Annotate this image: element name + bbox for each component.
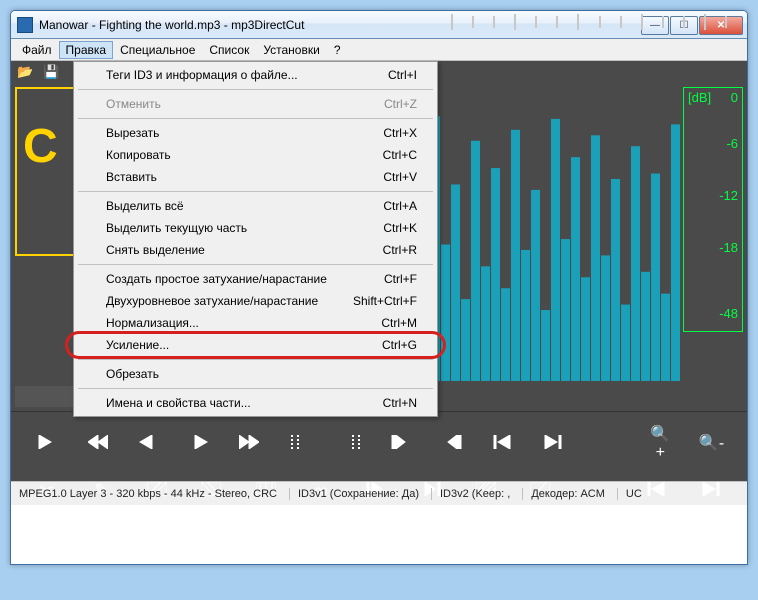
zoom-out-icon[interactable]: 🔍- [699,433,723,453]
open-icon[interactable]: 📂 [17,64,33,80]
menu-bar: ФайлПравкаСпециальноеСписокУстановки? [11,39,747,61]
prev-icon[interactable] [136,433,160,454]
left-panel: C [15,87,77,407]
menu-item-копировать[interactable]: КопироватьCtrl+C [76,144,435,166]
skip-back-icon[interactable] [490,433,514,454]
marker-dotted-l-icon[interactable] [288,433,312,454]
mark-out-icon[interactable] [440,433,464,454]
menu-item-теги-id3-и-информация-о-файле---[interactable]: Теги ID3 и информация о файле...Ctrl+I [76,64,435,86]
status-format: MPEG1.0 Layer 3 - 320 kbps - 44 kHz - St… [19,488,277,500]
menu-item-отменить: ОтменитьCtrl+Z [76,93,435,115]
db-tick: -48 [719,306,738,321]
mark-in-icon[interactable] [389,433,413,454]
menu-файл[interactable]: Файл [15,41,59,59]
menu-separator [78,388,433,389]
menu-separator [78,359,433,360]
status-id3v1: ID3v1 (Сохранение: Да) [289,488,419,500]
toolbar-ticks [441,11,737,33]
menu-item-вырезать[interactable]: ВырезатьCtrl+X [76,122,435,144]
app-icon [17,17,33,33]
menu-правка[interactable]: Правка [59,41,114,59]
menu-item-усиление---[interactable]: Усиление...Ctrl+G [76,334,435,356]
menu-установки[interactable]: Установки [256,41,326,59]
db-tick: 0 [731,90,738,105]
menu-item-снять-выделение[interactable]: Снять выделениеCtrl+R [76,239,435,261]
menu-separator [78,89,433,90]
edit-menu-dropdown: Теги ID3 и информация о файле...Ctrl+I От… [73,61,438,417]
play-icon[interactable] [35,433,59,454]
menu-?[interactable]: ? [327,41,348,59]
next-next-icon[interactable] [237,433,261,454]
menu-item-имена-и-свойства-части---[interactable]: Имена и свойства части...Ctrl+N [76,392,435,414]
menu-separator [78,264,433,265]
zoom-in-icon[interactable]: 🔍+ [648,424,672,462]
db-scale: [dB] 0 -6 -12 -18 -48 [683,87,743,332]
menu-item-вставить[interactable]: ВставитьCtrl+V [76,166,435,188]
menu-список[interactable]: Список [202,41,256,59]
skip-fwd-icon[interactable] [541,433,565,454]
menu-item-двухуровневое-затухание-нарастание[interactable]: Двухуровневое затухание/нарастаниеShift+… [76,290,435,312]
menu-separator [78,118,433,119]
app-window: Manowar - Fighting the world.mp3 - mp3Di… [10,10,748,565]
thumbnail-strip [15,386,77,407]
menu-separator [78,191,433,192]
prev-prev-icon[interactable] [86,433,110,454]
db-tick: -18 [719,240,738,255]
transport-panel: 🔍+ 🔍- ✂ ✎ ∞ [11,411,747,481]
cue-letter: C [23,119,58,174]
go-end-icon[interactable] [699,480,723,501]
menu-item-нормализация---[interactable]: Нормализация...Ctrl+M [76,312,435,334]
menu-item-выделить-текущую-часть[interactable]: Выделить текущую частьCtrl+K [76,217,435,239]
next-icon[interactable] [187,433,211,454]
db-label: [dB] [688,90,711,105]
cue-box: C [15,87,77,256]
db-tick: -6 [726,136,738,151]
save-icon[interactable]: 💾 [43,64,59,80]
transport-row-1: 🔍+ 🔍- [35,424,723,462]
menu-item-обрезать[interactable]: Обрезать [76,363,435,385]
menu-специальное[interactable]: Специальное [113,41,202,59]
status-tail: UC [617,488,642,500]
db-tick: -12 [719,188,738,203]
status-decoder: Декодер: ACM [522,488,605,500]
marker-dotted-r-icon[interactable] [339,433,363,454]
menu-item-создать-простое-затухание-нарастание[interactable]: Создать простое затухание/нарастаниеCtrl… [76,268,435,290]
go-start-icon[interactable] [644,480,668,501]
status-id3v2: ID3v2 (Keep: , [431,488,510,500]
menu-item-выделить-вс-[interactable]: Выделить всёCtrl+A [76,195,435,217]
